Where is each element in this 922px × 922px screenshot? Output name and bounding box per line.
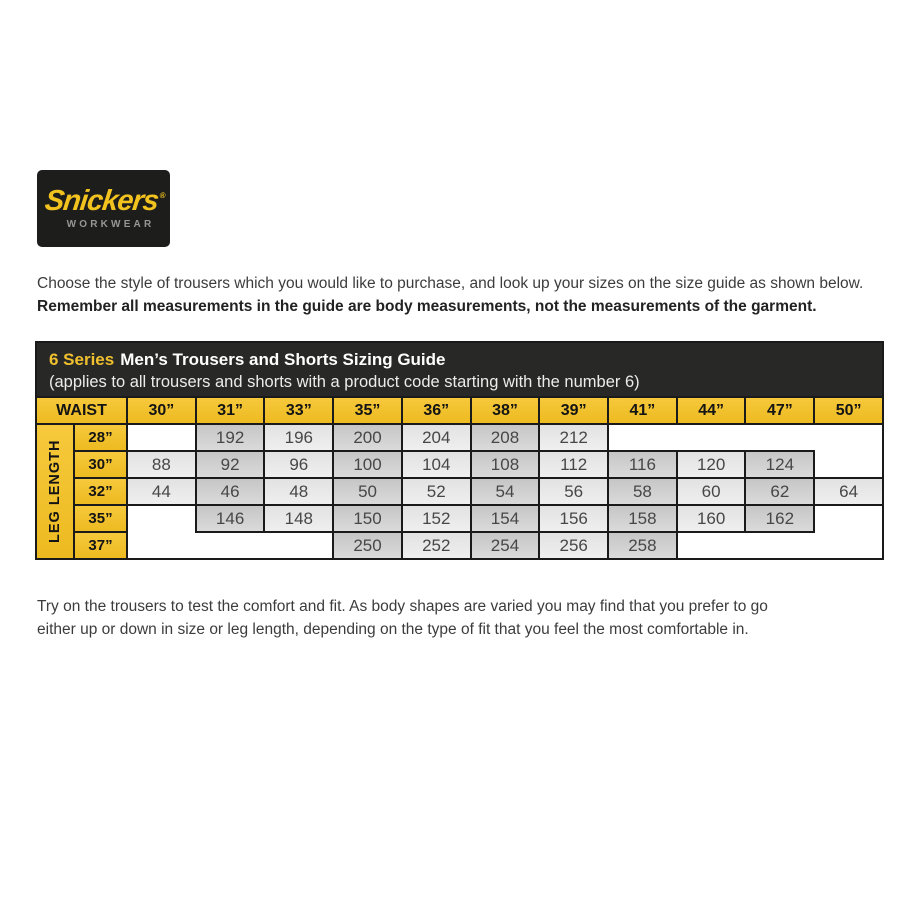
waist-size-header: 41” <box>607 396 678 425</box>
size-cell <box>676 532 746 559</box>
size-cell: 88 <box>126 450 197 479</box>
size-cell: 112 <box>538 450 610 479</box>
size-cell: 44 <box>126 477 197 506</box>
size-cell: 192 <box>194 423 266 452</box>
size-cell: 148 <box>263 504 335 533</box>
waist-size-header: 38” <box>469 396 541 425</box>
table-row: 32” 44 46 48 50 52 54 56 58 60 62 64 <box>36 477 884 506</box>
leg-length-label: LEG LENGTH <box>35 423 75 560</box>
size-cell: 100 <box>332 450 403 479</box>
size-cell: 120 <box>675 450 747 479</box>
waist-size-header: 47” <box>744 396 816 425</box>
size-cell: 256 <box>538 531 610 560</box>
size-cell <box>814 505 883 532</box>
size-cell: 124 <box>744 450 816 479</box>
size-cell: 212 <box>538 423 610 452</box>
size-cell: 60 <box>675 477 747 506</box>
leg-row-label: 30” <box>72 450 129 479</box>
leg-row-label: 35” <box>72 504 129 533</box>
waist-size-header: 50” <box>813 396 884 425</box>
size-cell <box>814 424 883 451</box>
size-cell: 52 <box>400 477 472 506</box>
size-cell: 150 <box>332 504 403 533</box>
logo-subtitle: WORKWEAR <box>66 219 155 230</box>
size-cell: 162 <box>744 504 816 533</box>
table-row: 35” 146 148 150 152 154 156 158 160 162 <box>36 504 883 533</box>
size-cell: 62 <box>744 477 816 506</box>
logo-brand-text: Snickers® <box>42 185 165 217</box>
waist-size-header: 31” <box>194 396 266 425</box>
size-cell: 46 <box>194 477 266 506</box>
waist-header: WAIST <box>34 396 129 425</box>
table-row: 37” 250 252 254 256 258 <box>36 531 883 560</box>
size-cell: 208 <box>469 423 541 452</box>
size-cell: 252 <box>400 531 472 560</box>
waist-size-header: 44” <box>675 396 747 425</box>
size-cell: 108 <box>469 450 541 479</box>
table-row: LEG LENGTH 28” 192 196 200 204 208 212 <box>35 423 883 560</box>
waist-size-header: 36” <box>400 396 472 425</box>
size-cell <box>814 451 883 478</box>
size-cell: 152 <box>400 504 472 533</box>
series-highlight: 6 Series <box>49 350 115 369</box>
waist-size-header: 39” <box>538 396 610 425</box>
waist-size-header: 33” <box>263 396 335 425</box>
size-cell: 92 <box>194 450 266 479</box>
size-cell: 96 <box>263 450 335 479</box>
footer-line-2: either up or down in size or leg length,… <box>37 621 749 638</box>
size-cell: 200 <box>332 423 403 452</box>
size-cell: 156 <box>538 504 610 533</box>
intro-line-2: Remember all measurements in the guide a… <box>37 298 817 315</box>
table-row: 30” 88 92 96 100 104 108 112 116 120 124 <box>36 450 883 479</box>
sizing-table: WAIST 30” 31” 33” 35” 36” 38” 39” 41” 44… <box>34 396 884 560</box>
sizing-guide-title: 6 Series Men’s Trousers and Shorts Sizing… <box>49 349 870 371</box>
size-cell: 196 <box>263 423 335 452</box>
size-cell: 254 <box>469 531 541 560</box>
size-cell: 146 <box>194 504 266 533</box>
leg-row-label: 32” <box>72 477 129 506</box>
registered-trademark-icon: ® <box>158 191 165 200</box>
size-cell <box>127 532 196 559</box>
snickers-logo: Snickers® WORKWEAR <box>37 170 170 247</box>
leg-row-label: 28” <box>72 423 129 452</box>
size-cell <box>814 532 883 559</box>
size-cell <box>127 505 196 532</box>
size-cell: 158 <box>607 504 678 533</box>
size-cell: 116 <box>607 450 678 479</box>
waist-size-header: 30” <box>126 396 197 425</box>
sizing-guide-header: 6 Series Men’s Trousers and Shorts Sizing… <box>35 341 884 396</box>
size-cell <box>264 532 334 559</box>
sizing-guide-subtitle: (applies to all trousers and shorts with… <box>49 373 640 391</box>
footer-line-1: Try on the trousers to test the comfort … <box>37 598 768 615</box>
size-cell: 258 <box>607 531 678 560</box>
waist-size-header: 35” <box>332 396 403 425</box>
size-cell: 58 <box>607 477 678 506</box>
size-cell: 250 <box>332 531 403 560</box>
size-cell: 204 <box>400 423 472 452</box>
size-cell: 56 <box>538 477 610 506</box>
size-cell <box>127 424 196 451</box>
size-cell <box>676 424 746 451</box>
title-rest: Men’s Trousers and Shorts Sizing Guide <box>120 350 446 369</box>
size-cell: 54 <box>469 477 541 506</box>
size-cell <box>608 424 677 451</box>
size-cell: 160 <box>675 504 747 533</box>
size-cell: 64 <box>813 477 884 506</box>
size-cell <box>195 532 265 559</box>
sizing-guide: 6 Series Men’s Trousers and Shorts Sizing… <box>34 341 884 560</box>
size-cell: 104 <box>400 450 472 479</box>
intro-line-1: Choose the style of trousers which you w… <box>37 275 864 292</box>
size-cell <box>745 532 815 559</box>
size-cell: 48 <box>263 477 335 506</box>
leg-row-label: 37” <box>72 531 129 560</box>
waist-header-row: WAIST 30” 31” 33” 35” 36” 38” 39” 41” 44… <box>34 396 884 425</box>
size-cell: 50 <box>332 477 403 506</box>
size-cell: 154 <box>469 504 541 533</box>
size-cell <box>745 424 815 451</box>
